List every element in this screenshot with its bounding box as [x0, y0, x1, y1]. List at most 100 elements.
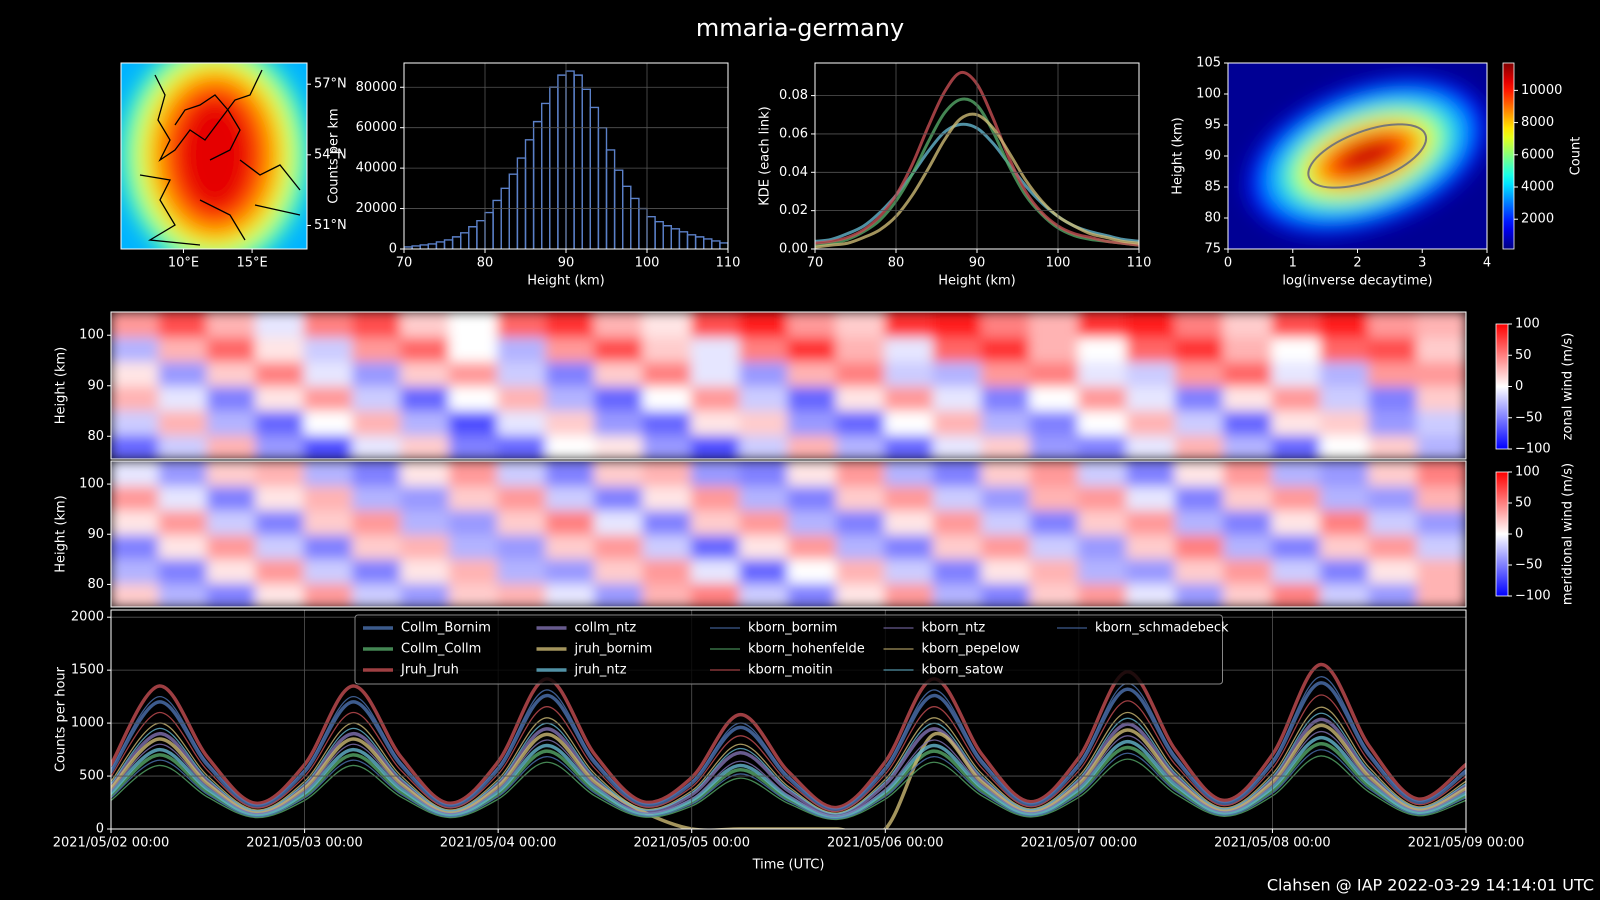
- series-line: [111, 749, 1466, 820]
- heatmap-cell: [593, 461, 645, 487]
- colorbar-tick-label: 50: [1515, 496, 1532, 511]
- heatmap-cell: [932, 433, 984, 459]
- colorbar-tick-label: 10000: [1521, 83, 1562, 98]
- heatmap-cell: [1029, 360, 1080, 387]
- x-axis-label: Height (km): [938, 274, 1015, 289]
- coastline: [139, 69, 301, 246]
- heatmap-cell: [981, 484, 1032, 511]
- heatmap-cell: [1223, 409, 1274, 436]
- y-tick-label: 90: [1204, 149, 1221, 164]
- heatmap-cell: [400, 484, 451, 511]
- density-level: [1340, 140, 1394, 172]
- heatmap-cell: [303, 508, 354, 535]
- heatmap-cells: [111, 312, 1466, 459]
- heatmap-cell: [1416, 384, 1466, 411]
- heatmap-cell: [690, 335, 742, 362]
- legend-label: kborn_ntz: [922, 621, 986, 636]
- heatmap-cell: [1319, 484, 1371, 511]
- heatmap-cell: [690, 484, 742, 511]
- heatmap-cell: [1271, 433, 1322, 459]
- colorbar: [1502, 62, 1515, 250]
- heatmap-cell: [545, 581, 596, 607]
- heatmap-cell: [593, 581, 645, 607]
- heatmap-cell: [255, 508, 306, 535]
- y-tick-label: 20000: [356, 201, 397, 216]
- heatmap-cell: [111, 384, 161, 411]
- x-tick-label: 80: [888, 256, 905, 271]
- heatmap-cell: [400, 409, 451, 436]
- heatmap-cell: [351, 433, 403, 459]
- heatmap-cell: [400, 433, 451, 459]
- x-tick-label: 2021/05/02 00:00: [53, 836, 170, 851]
- contour: [1307, 123, 1428, 189]
- heatmap-cell: [1174, 433, 1226, 459]
- heatmap-cell: [1271, 581, 1322, 607]
- heatmap-cell: [351, 508, 403, 535]
- heatmap-cell: [787, 312, 838, 338]
- x-tick-label: 2021/05/09 00:00: [1408, 836, 1525, 851]
- heatmap-cell: [739, 484, 790, 511]
- heatmap-cell: [690, 384, 742, 411]
- heatmap-cell: [1029, 461, 1080, 487]
- heatmap-cell: [642, 484, 693, 511]
- x-tick-label: 110: [716, 256, 741, 271]
- heatmap-cell: [835, 409, 887, 436]
- y-tick-label: 90: [87, 527, 104, 542]
- heatmap-cell: [1126, 533, 1177, 560]
- heatmap-cell: [497, 384, 548, 411]
- y-tick-label: 51°N: [314, 218, 347, 233]
- y-tick-label: 85: [1204, 180, 1221, 195]
- series-line: [111, 712, 1466, 815]
- heatmap-cell: [1174, 312, 1226, 338]
- heatmap-cell: [1271, 360, 1322, 387]
- heatmap-cell: [1271, 461, 1322, 487]
- heatmap-cell: [593, 384, 645, 411]
- colorbar-tick-label: 6000: [1521, 147, 1554, 162]
- colorbar-tick-label: 2000: [1521, 212, 1554, 227]
- heatmap-cell: [835, 384, 887, 411]
- heatmap-cell: [1368, 461, 1419, 487]
- heatmap-cell: [206, 484, 258, 511]
- heatmap-cell: [1271, 484, 1322, 511]
- heatmap-cell: [111, 409, 161, 436]
- heatmap-cell: [1077, 508, 1129, 535]
- y-tick-label: 0.02: [779, 203, 808, 218]
- heatmap-cell: [739, 557, 790, 584]
- heatmap-cell: [1174, 484, 1226, 511]
- heatmap-cell: [206, 360, 258, 387]
- heatmap-cell: [111, 484, 161, 511]
- x-tick-label: 4: [1483, 256, 1491, 271]
- series-line: [111, 723, 1466, 829]
- heatmap-cell: [787, 484, 838, 511]
- heatmap-cell: [1174, 581, 1226, 607]
- heatmap-cell: [981, 533, 1032, 560]
- heatmap-cell: [111, 433, 161, 459]
- heatmap-cell: [1174, 409, 1226, 436]
- heatmap-cell: [448, 557, 500, 584]
- heatmap-cell: [593, 409, 645, 436]
- heatmap-cell: [1416, 557, 1466, 584]
- x-axis-label: Time (UTC): [752, 858, 825, 873]
- heatmap-cell: [739, 312, 790, 338]
- heatmap-cell: [1416, 409, 1466, 436]
- legend-label: collm_ntz: [575, 621, 637, 636]
- y-tick-label: 95: [1204, 118, 1221, 133]
- heatmap-cell: [1174, 360, 1226, 387]
- footer: Clahsen @ IAP 2022-03-29 14:14:01 UTC: [1267, 876, 1594, 895]
- legend-label: Jruh_Jruh: [400, 663, 459, 678]
- heatmap-cell: [1319, 312, 1371, 338]
- legend-label: kborn_moitin: [748, 663, 833, 678]
- heatmap-cell: [206, 557, 258, 584]
- x-tick-label: 100: [1046, 256, 1071, 271]
- heatmap-cell: [932, 557, 984, 584]
- y-tick-label: 2000: [71, 610, 104, 625]
- heatmap-cell: [448, 484, 500, 511]
- heatmap-cell: [787, 335, 838, 362]
- legend-label: kborn_schmadebeck: [1095, 621, 1229, 636]
- colorbar-tick-label: −100: [1515, 589, 1551, 604]
- heatmap-cell: [255, 581, 306, 607]
- series-line: [111, 662, 1466, 810]
- heatmap-cell: [158, 335, 209, 362]
- heatmap-cell: [1174, 533, 1226, 560]
- heatmap-cell: [1368, 484, 1419, 511]
